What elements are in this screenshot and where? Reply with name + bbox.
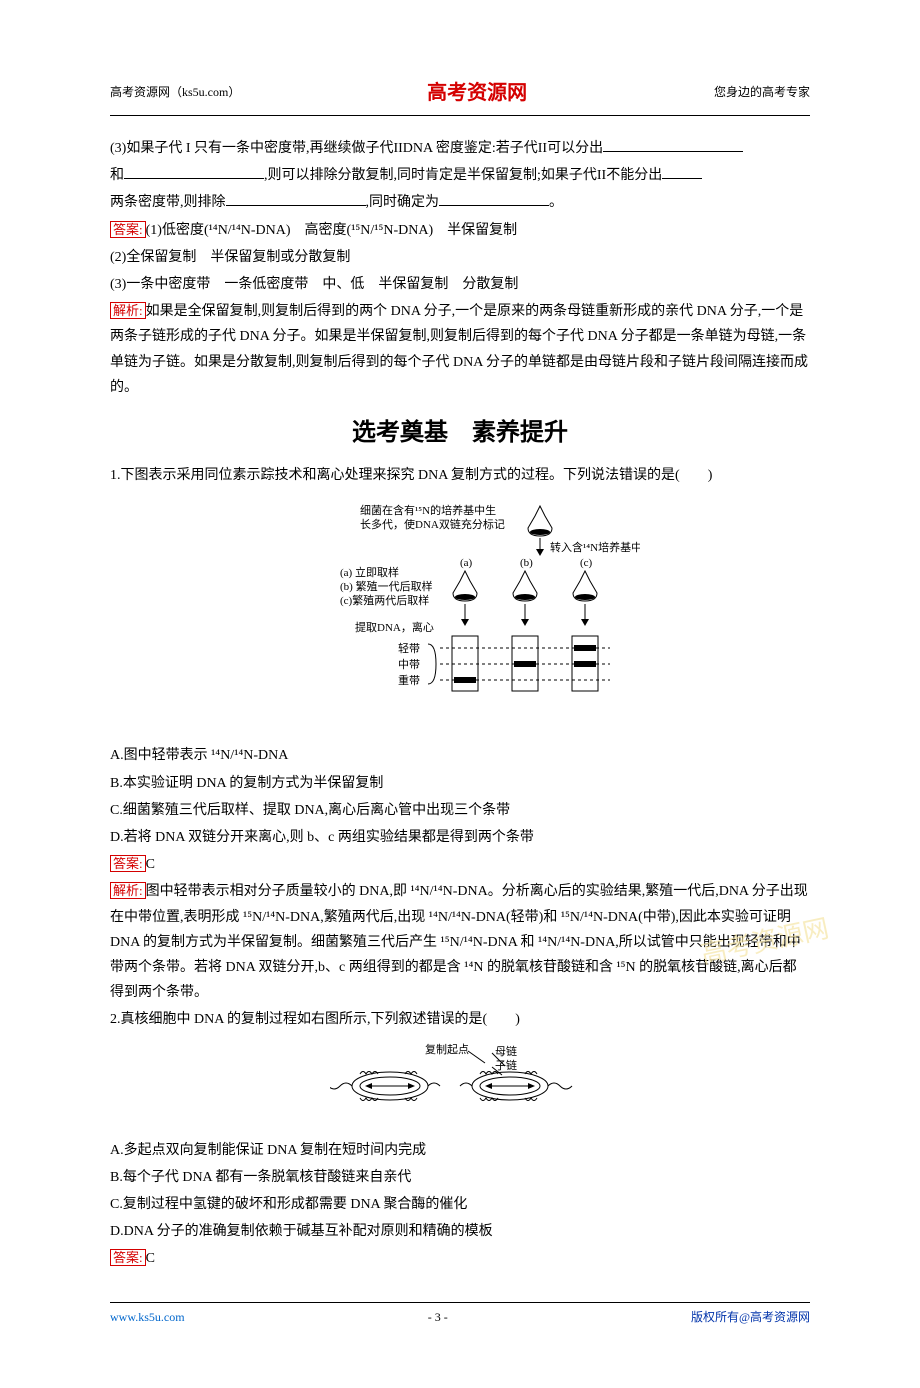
header-left: 高考资源网（ks5u.com） xyxy=(110,82,240,104)
fig1-t3: 转入含¹⁴N培养基中 xyxy=(550,540,640,554)
q2-opt-c: C.复制过程中氢键的破坏和形成都需要 DNA 聚合酶的催化 xyxy=(110,1192,810,1217)
analysis-label: 解析: xyxy=(110,882,146,899)
header-right: 您身边的高考专家 xyxy=(714,82,810,104)
answer-label: 答案: xyxy=(110,855,146,872)
fig1-bl: 轻带 xyxy=(398,641,420,655)
fig1-extract: 提取DNA，离心 xyxy=(355,620,434,634)
footer-page-num: - 3 - xyxy=(185,1307,691,1329)
fig1-la: (a) xyxy=(460,557,473,569)
section-title: 选考奠基 素养提升 xyxy=(110,412,810,455)
fig2-mother: 母链 xyxy=(495,1044,517,1058)
fig1-sa: (a) 立即取样 xyxy=(340,565,399,579)
fig1-bm: 中带 xyxy=(398,658,420,671)
footer-right: 版权所有@高考资源网 xyxy=(691,1307,810,1329)
q1-opt-c: C.细菌繁殖三代后取样、提取 DNA,离心后离心管中出现三个条带 xyxy=(110,798,810,823)
analysis-label: 解析: xyxy=(110,302,146,319)
answer-label: 答案: xyxy=(110,1249,146,1266)
fig2-origin: 复制起点 xyxy=(425,1042,469,1056)
q1-opt-b: B.本实验证明 DNA 的复制方式为半保留复制 xyxy=(110,771,810,796)
header-center: 高考资源网 xyxy=(427,75,527,111)
q1-answer: 答案:C xyxy=(110,852,810,877)
q2-answer: 答案:C xyxy=(110,1246,810,1271)
fig1-sc: (c)繁殖两代后取样 xyxy=(340,593,429,607)
q2-opt-d: D.DNA 分子的准确复制依赖于碱基互补配对原则和精确的模板 xyxy=(110,1219,810,1244)
figure-1: 细菌在含有¹⁵N的培养基中生 长多代，使DNA双链充分标记 转入含¹⁴N培养基中… xyxy=(110,496,810,735)
answer-1: 答案:(1)低密度(¹⁴N/¹⁴N-DNA) 高密度(¹⁵N/¹⁵N-DNA) … xyxy=(110,218,810,243)
analysis-1: 解析:如果是全保留复制,则复制后得到的两个 DNA 分子,一个是原来的两条母链重… xyxy=(110,299,810,400)
answer-3: (3)一条中密度带 一条低密度带 中、低 半保留复制 分散复制 xyxy=(110,272,810,297)
page-footer: www.ks5u.com - 3 - 版权所有@高考资源网 xyxy=(110,1302,810,1329)
page-header: 高考资源网（ks5u.com） 高考资源网 您身边的高考专家 xyxy=(110,75,810,116)
fig1-t1: 细菌在含有¹⁵N的培养基中生 xyxy=(360,503,496,517)
figure-2: 复制起点 母链 子链 xyxy=(110,1041,810,1130)
q1-analysis: 解析:图中轻带表示相对分子质量较小的 DNA,即 ¹⁴N/¹⁴N-DNA。分析离… xyxy=(110,879,810,1005)
q1-stem: 1.下图表示采用同位素示踪技术和离心处理来探究 DNA 复制方式的过程。下列说法… xyxy=(110,463,810,488)
q2-stem: 2.真核细胞中 DNA 的复制过程如右图所示,下列叙述错误的是( ) xyxy=(110,1007,810,1032)
q2-opt-b: B.每个子代 DNA 都有一条脱氧核苷酸链来自亲代 xyxy=(110,1165,810,1190)
q3-line3: 两条密度带,则排除,同时确定为。 xyxy=(110,190,810,215)
answer-2: (2)全保留复制 半保留复制或分散复制 xyxy=(110,245,810,270)
fig1-lb: (b) xyxy=(520,557,533,569)
fig2-child: 子链 xyxy=(495,1058,517,1072)
fig1-lc: (c) xyxy=(580,557,593,569)
fig1-bh: 重带 xyxy=(398,673,420,687)
footer-left: www.ks5u.com xyxy=(110,1307,185,1329)
q1-opt-d: D.若将 DNA 双链分开来离心,则 b、c 两组实验结果都是得到两个条带 xyxy=(110,825,810,850)
fig1-sb: (b) 繁殖一代后取样 xyxy=(340,579,433,593)
fig1-t2: 长多代，使DNA双链充分标记 xyxy=(360,517,505,531)
q2-opt-a: A.多起点双向复制能保证 DNA 复制在短时间内完成 xyxy=(110,1138,810,1163)
q3-line2: 和,则可以排除分散复制,同时肯定是半保留复制;如果子代II不能分出 xyxy=(110,163,810,188)
answer-label: 答案: xyxy=(110,221,146,238)
q1-opt-a: A.图中轻带表示 ¹⁴N/¹⁴N-DNA xyxy=(110,743,810,768)
q3-line1: (3)如果子代 I 只有一条中密度带,再继续做子代IIDNA 密度鉴定:若子代I… xyxy=(110,136,810,161)
